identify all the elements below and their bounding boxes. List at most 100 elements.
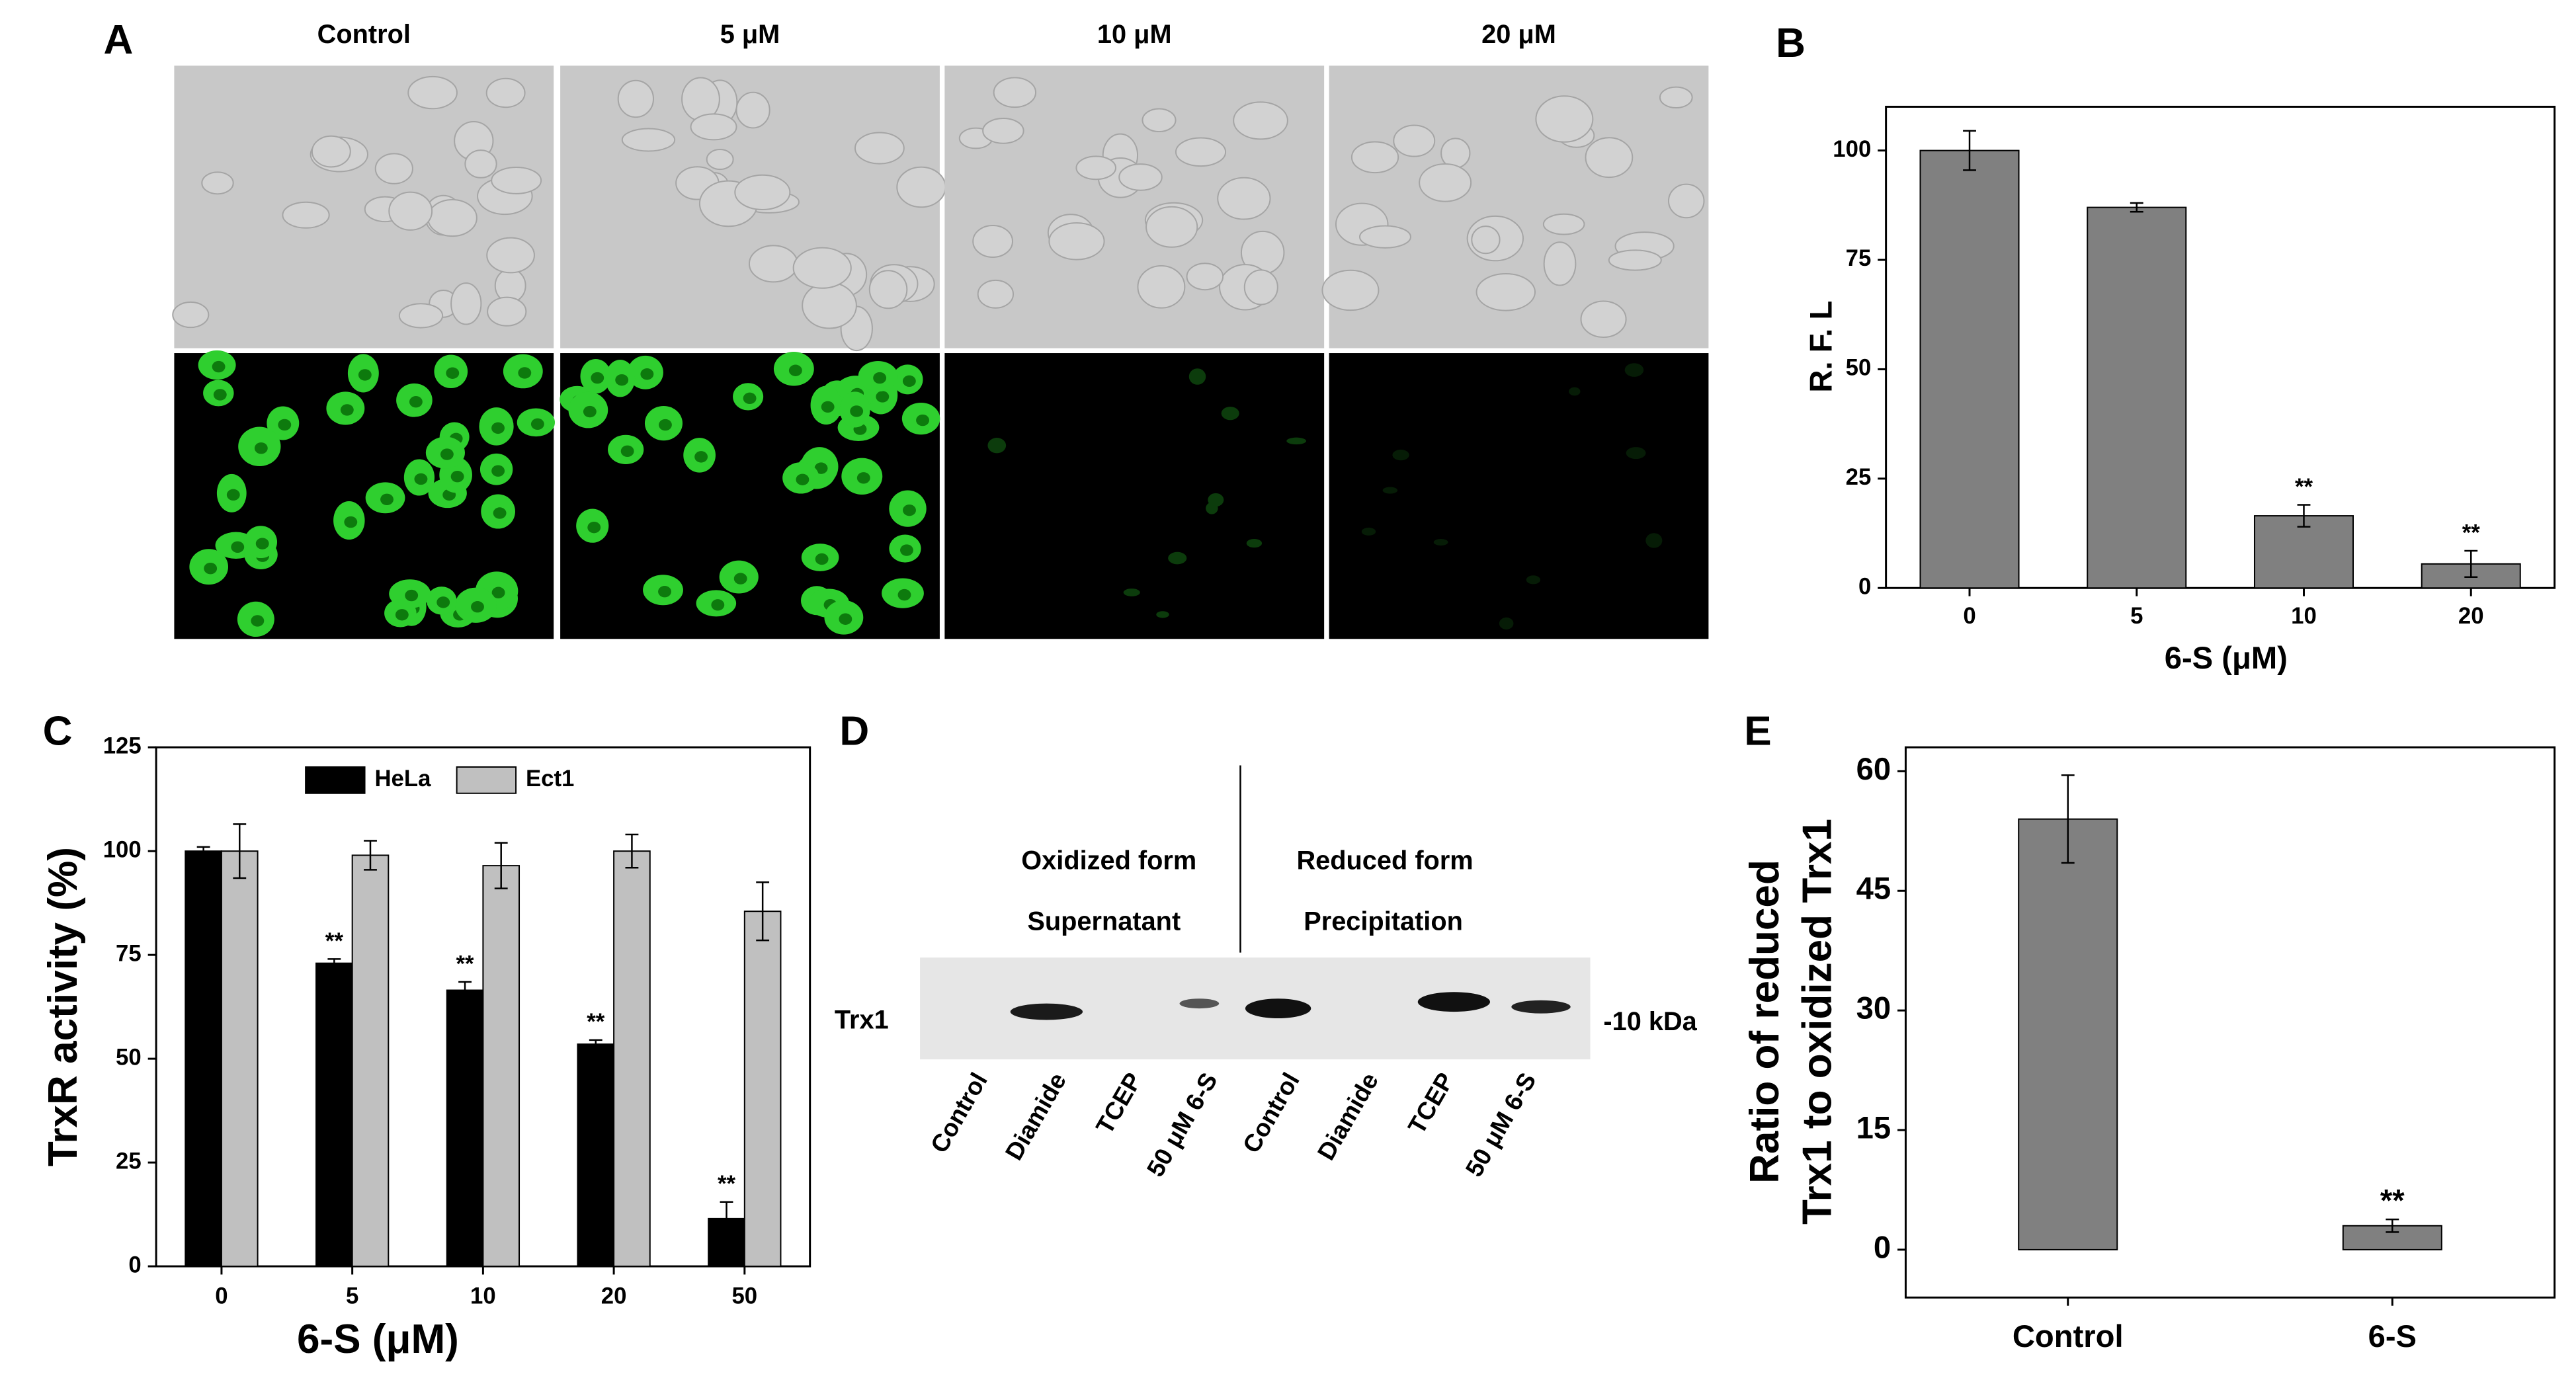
nucleus <box>344 516 358 528</box>
cell <box>1361 527 1376 536</box>
x-tick-label: Control <box>2013 1319 2124 1354</box>
cell <box>1156 611 1169 618</box>
cell-outline <box>172 301 210 329</box>
nucleus <box>450 470 464 483</box>
nucleus <box>358 369 372 381</box>
lane-label: TCEP <box>1402 1068 1459 1139</box>
x-tick-label: 0 <box>215 1283 228 1309</box>
y-tick-label: 0 <box>128 1252 141 1277</box>
bar <box>1919 149 2020 589</box>
error-bar <box>233 823 247 879</box>
nucleus <box>658 586 671 598</box>
y-tick-label: 25 <box>116 1149 142 1174</box>
band-label: Trx1 <box>835 1005 889 1034</box>
cell <box>1569 387 1581 396</box>
panel-letter: D <box>839 709 869 754</box>
nucleus <box>254 442 268 454</box>
y-tick-label: 30 <box>1856 991 1891 1026</box>
lane-label: 50 μM 6-S <box>1460 1068 1541 1182</box>
significance: ** <box>325 929 344 954</box>
cell-outline <box>1075 155 1116 181</box>
header: Precipitation <box>1304 907 1463 936</box>
nucleus <box>821 401 835 413</box>
nucleus <box>873 372 887 384</box>
nucleus <box>876 391 890 403</box>
error-bar <box>2130 202 2143 213</box>
cell <box>1526 575 1541 585</box>
cell <box>1626 447 1646 460</box>
nucleus <box>278 419 292 431</box>
nucleus <box>903 504 916 516</box>
nucleus <box>436 596 450 608</box>
legend-label: HeLa <box>374 766 431 791</box>
nucleus <box>226 489 240 501</box>
x-tick-label: 50 <box>731 1283 757 1309</box>
y-axis-label: R. F. L <box>1804 301 1839 393</box>
bar <box>220 850 259 1268</box>
cell <box>1645 533 1663 548</box>
significance: ** <box>2295 475 2313 500</box>
band <box>1511 1000 1571 1014</box>
column-label: 20 μM <box>1481 20 1556 49</box>
cell-outline <box>748 245 798 283</box>
cell-outline <box>706 149 734 171</box>
error-bar <box>2297 504 2311 528</box>
bar <box>577 1043 615 1268</box>
cell-outline <box>1321 269 1380 311</box>
cell-outline <box>1393 124 1436 157</box>
lane-label: TCEP <box>1090 1068 1147 1139</box>
band <box>1417 992 1491 1012</box>
nucleus <box>659 419 672 431</box>
plot-frame <box>1904 746 2556 1299</box>
bar <box>185 850 222 1268</box>
nucleus <box>405 589 419 602</box>
legend-swatch <box>456 766 517 794</box>
y-tick-label: 15 <box>1856 1111 1891 1146</box>
nucleus <box>518 367 532 379</box>
cell-outline <box>1217 177 1271 220</box>
significance: ** <box>456 952 475 977</box>
nucleus <box>900 544 913 556</box>
nucleus <box>615 374 629 386</box>
nucleus <box>380 493 394 505</box>
cell-outline <box>1535 95 1594 143</box>
cell-outline <box>802 282 857 329</box>
x-tick-label: 20 <box>2458 604 2484 629</box>
nucleus <box>591 372 604 384</box>
nucleus <box>733 573 747 585</box>
cell-outline <box>311 135 351 168</box>
nucleus <box>743 392 757 405</box>
error-bar <box>196 846 210 856</box>
lane-label: Diamide <box>1311 1068 1384 1165</box>
nucleus <box>471 601 484 613</box>
cell <box>1286 437 1306 445</box>
nucleus <box>409 396 423 408</box>
cell-outline <box>1419 163 1472 202</box>
nucleus <box>213 389 227 401</box>
y-tick-label: 25 <box>1846 465 1872 490</box>
cell-outline <box>972 224 1014 258</box>
cell-outline <box>464 149 497 179</box>
nucleus <box>916 414 930 426</box>
cell-outline <box>993 77 1037 108</box>
cell <box>1392 449 1409 461</box>
lane-label: Diamide <box>999 1068 1071 1165</box>
y-tick-label: 0 <box>1858 574 1871 599</box>
x-tick-label: 6-S <box>2368 1319 2417 1354</box>
cell-outline <box>1471 225 1501 255</box>
legend-swatch <box>305 766 366 794</box>
nucleus <box>491 422 505 434</box>
cell <box>1168 551 1187 565</box>
error-bar <box>720 1201 733 1236</box>
nucleus <box>620 445 634 458</box>
nucleus <box>796 473 810 485</box>
error-bar <box>327 958 341 969</box>
y-tick-label: 50 <box>1846 356 1872 381</box>
nucleus <box>897 588 911 601</box>
cell-outline <box>491 167 542 194</box>
cell-outline <box>1175 137 1227 167</box>
lane-label: Control <box>1237 1068 1305 1158</box>
nucleus <box>814 462 828 474</box>
cell-outline <box>982 117 1024 144</box>
